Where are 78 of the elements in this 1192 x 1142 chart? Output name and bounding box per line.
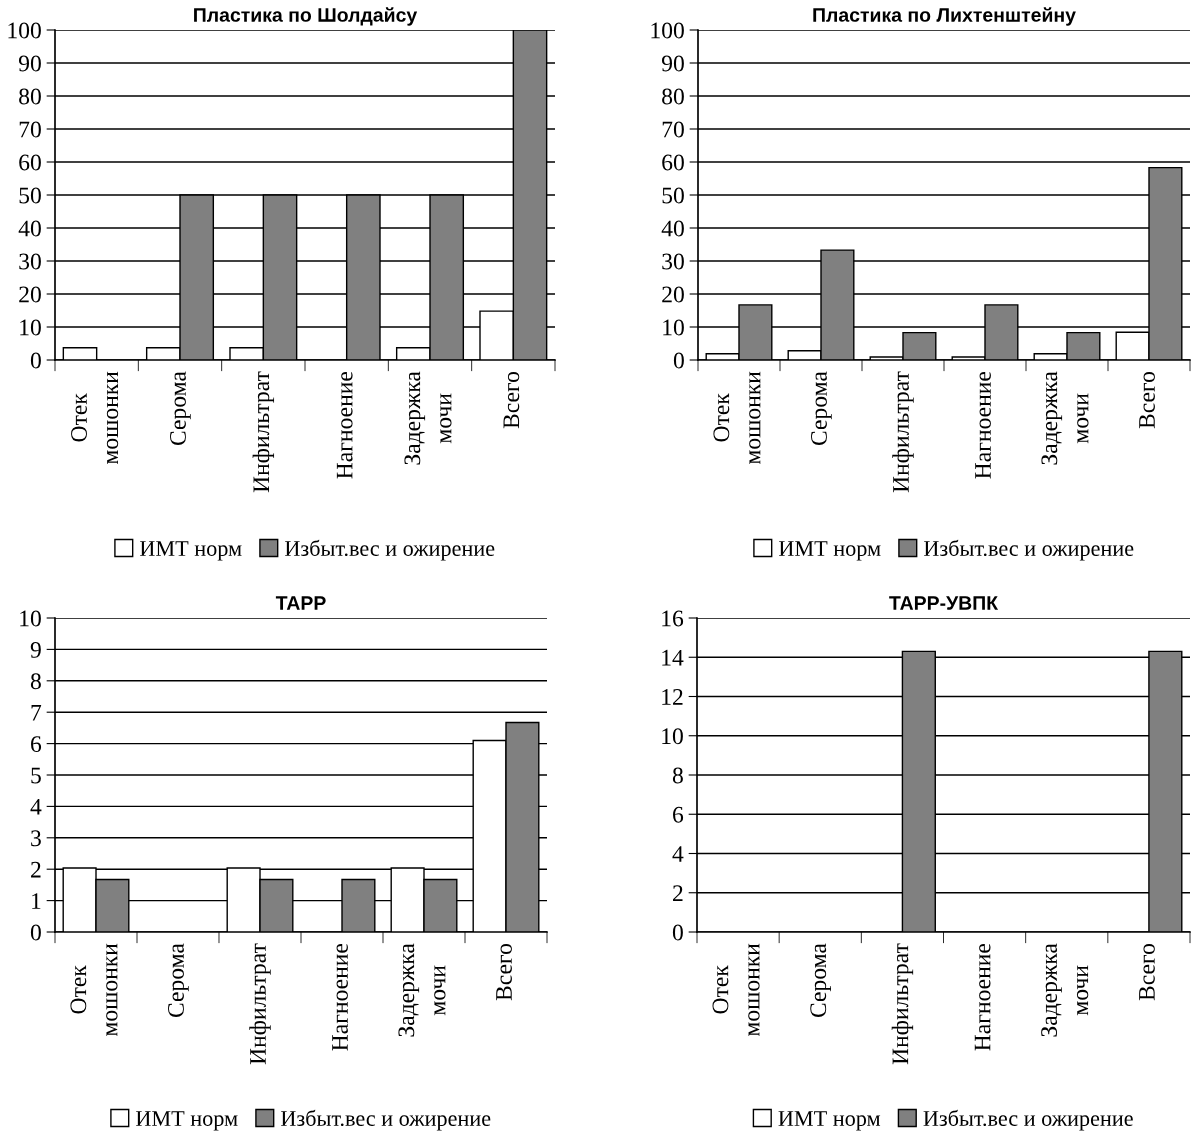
y-tick-label: 2 <box>31 861 41 878</box>
y-tick-label: 90 <box>18 55 41 72</box>
x-tick-label: Всего <box>1139 372 1155 429</box>
y-tick-label: 90 <box>661 55 684 72</box>
y-tick-label: 14 <box>662 649 684 666</box>
y-tick-label: 6 <box>31 736 42 753</box>
x-tick-label: Инфильтрат <box>891 943 914 1065</box>
x-tick-label: Задержка мочи <box>398 943 446 1037</box>
y-tick-label: 70 <box>19 121 41 138</box>
legend-label: Избыт.вес и ожирение <box>281 1109 491 1131</box>
x-tick-label: Серома <box>170 371 191 446</box>
x-tick-label: Всего <box>1139 944 1155 1001</box>
chart-title: Пластика по Шолдайсу <box>194 7 418 26</box>
y-tick-label: 0 <box>672 924 683 941</box>
x-tick-label: Отек мошонки <box>71 371 119 465</box>
y-tick-label: 2 <box>673 885 683 901</box>
y-tick-label: 16 <box>662 610 684 627</box>
x-tick-label: Серома <box>811 371 832 446</box>
y-tick-label: 50 <box>19 187 41 204</box>
y-tick-label: 10 <box>20 610 41 627</box>
chart-title: ТАРР-УВПК <box>889 596 999 610</box>
legend-label: Избыт.вес и ожирение <box>924 539 1134 561</box>
x-tick-label: Задержка мочи <box>404 371 452 465</box>
x-tick-label: Нагноение <box>974 943 991 1051</box>
legend-label: ИМТ норм <box>135 1111 238 1131</box>
x-tick-label: Задержка мочи <box>1041 371 1089 465</box>
y-tick-label: 4 <box>672 846 684 862</box>
x-tick-label: Отек мошонки <box>712 943 760 1037</box>
y-tick-label: 5 <box>31 767 41 784</box>
y-tick-label: 50 <box>662 187 684 204</box>
y-tick-label: 40 <box>18 220 41 237</box>
x-tick-label: Всего <box>503 372 520 429</box>
legend-label: ИМТ норм <box>139 541 242 561</box>
x-tick-label: Нагноение <box>336 371 353 479</box>
x-tick-label: Отек мошонки <box>713 371 761 465</box>
y-tick-label: 10 <box>662 728 683 745</box>
y-tick-label: 7 <box>31 704 42 721</box>
y-tick-label: 30 <box>662 253 684 270</box>
y-tick-label: 12 <box>662 689 683 705</box>
y-tick-label: 8 <box>672 767 683 784</box>
legend-label: Избыт.вес и ожирение <box>923 1109 1133 1131</box>
chart-title: Пластика по Лихтенштейну <box>813 7 1076 26</box>
y-tick-label: 4 <box>30 799 42 815</box>
y-tick-label: 8 <box>30 673 41 690</box>
x-tick-label: Задержка мочи <box>1041 943 1089 1037</box>
x-tick-label: Отек мошонки <box>70 943 118 1037</box>
x-tick-label: Инфильтрат <box>252 371 275 493</box>
y-tick-label: 80 <box>662 88 684 105</box>
y-tick-label: 1 <box>32 893 41 909</box>
y-tick-label: 0 <box>673 352 684 369</box>
legend-label: ИМТ норм <box>778 1111 881 1131</box>
x-tick-label: Серома <box>810 943 831 1018</box>
y-tick-label: 100 <box>8 22 41 39</box>
x-tick-label: Серома <box>168 943 189 1018</box>
x-tick-label: Нагноение <box>332 943 348 1051</box>
y-tick-label: 10 <box>663 319 684 336</box>
x-tick-label: Инфильтрат <box>249 943 271 1065</box>
y-tick-label: 40 <box>661 220 684 237</box>
legend-label: Избыт.вес и ожирение <box>285 539 495 561</box>
y-tick-label: 0 <box>30 352 41 369</box>
y-tick-label: 100 <box>651 22 684 39</box>
chart-title: ТАРР <box>275 596 326 610</box>
y-tick-label: 30 <box>19 253 41 270</box>
y-tick-label: 60 <box>662 154 684 171</box>
y-tick-label: 80 <box>19 88 41 105</box>
y-tick-label: 10 <box>20 319 41 336</box>
legend-label: ИМТ норм <box>778 541 881 561</box>
x-tick-label: Всего <box>496 944 512 1001</box>
y-tick-label: 9 <box>30 641 41 658</box>
y-tick-label: 6 <box>673 806 684 823</box>
x-tick-label: Инфильтрат <box>892 371 914 493</box>
y-tick-label: 20 <box>662 286 684 303</box>
y-tick-label: 60 <box>19 154 41 171</box>
x-tick-label: Нагноение <box>975 371 991 479</box>
y-tick-label: 20 <box>19 286 41 303</box>
y-tick-label: 0 <box>30 924 41 941</box>
y-tick-label: 3 <box>31 830 41 847</box>
y-tick-label: 70 <box>662 121 684 138</box>
